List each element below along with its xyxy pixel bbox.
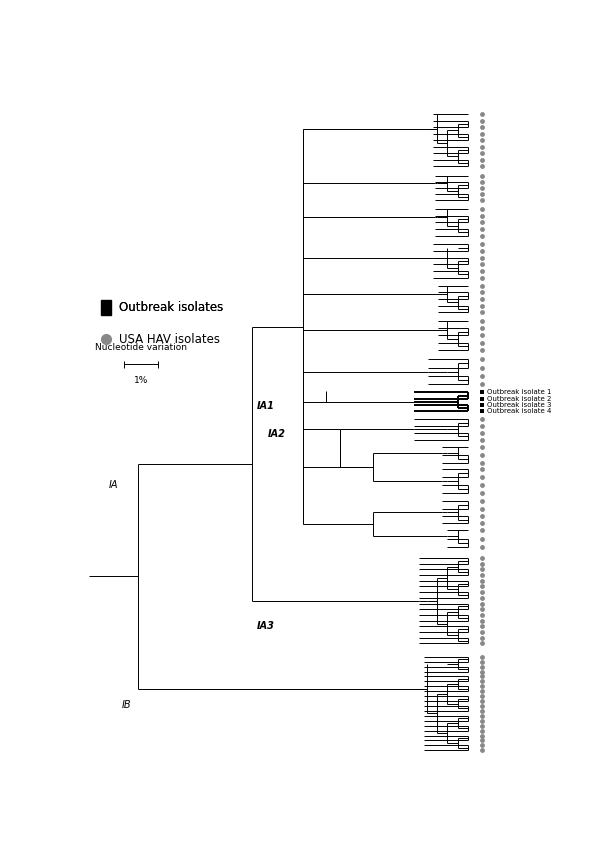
Text: Outbreak isolate 1: Outbreak isolate 1 (487, 389, 551, 395)
Text: 1%: 1% (134, 376, 148, 386)
Text: Outbreak isolate 4: Outbreak isolate 4 (487, 408, 551, 414)
Text: IA: IA (109, 479, 118, 490)
Text: Outbreak isolate 2: Outbreak isolate 2 (487, 395, 551, 401)
Text: IA3: IA3 (256, 621, 274, 631)
Text: IA1: IA1 (256, 401, 274, 411)
Text: IA2: IA2 (268, 429, 286, 440)
Text: IB: IB (121, 700, 131, 710)
Text: USA HAV isolates: USA HAV isolates (119, 333, 220, 346)
Text: Nucleotide variation: Nucleotide variation (95, 343, 187, 352)
Bar (101, 300, 111, 315)
Text: Outbreak isolate 3: Outbreak isolate 3 (487, 402, 551, 407)
Text: Outbreak isolates: Outbreak isolates (119, 301, 223, 314)
Text: Outbreak isolates: Outbreak isolates (119, 301, 223, 314)
